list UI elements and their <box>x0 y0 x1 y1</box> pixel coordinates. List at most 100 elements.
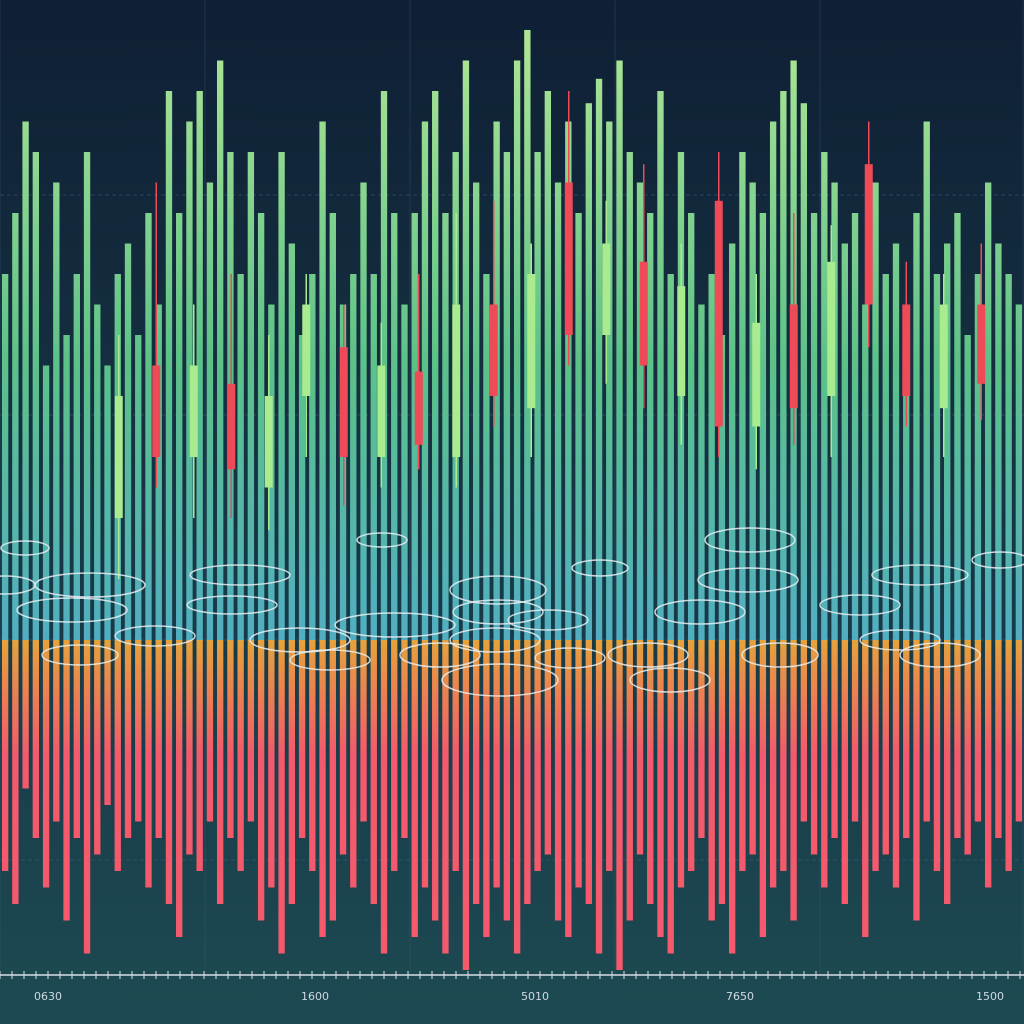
down-bar <box>472 640 480 904</box>
up-bar <box>1015 304 1023 640</box>
up-bar <box>872 182 879 640</box>
down-bar <box>913 640 920 921</box>
up-bar <box>923 121 930 640</box>
down-bar <box>298 640 306 838</box>
down-bar <box>268 640 275 888</box>
down-bar <box>22 640 29 789</box>
down-bar <box>421 640 429 888</box>
ring <box>114 625 196 647</box>
up-bar <box>411 213 418 640</box>
up-bar <box>780 91 787 640</box>
up-bar <box>472 182 480 640</box>
ring <box>16 597 128 623</box>
down-bar <box>145 640 152 888</box>
candle-body <box>977 304 986 384</box>
ring <box>41 644 119 666</box>
ring <box>507 609 589 631</box>
up-bar <box>698 304 705 640</box>
up-bar <box>176 213 183 640</box>
down-bar <box>636 640 644 855</box>
down-bar <box>821 640 828 888</box>
up-bar <box>964 335 971 640</box>
down-bar <box>339 640 347 855</box>
down-bar <box>903 640 910 838</box>
up-bar <box>728 243 736 640</box>
down-bar <box>923 640 930 822</box>
down-bar <box>657 640 664 937</box>
up-bar <box>688 213 695 640</box>
up-bar <box>913 213 920 640</box>
ring <box>571 559 629 577</box>
down-bar <box>1 640 9 871</box>
ring <box>607 642 689 668</box>
down-bar <box>227 640 234 838</box>
up-bar <box>22 121 29 640</box>
down-bar <box>831 640 838 838</box>
up-bar <box>104 365 111 640</box>
candle-body <box>452 304 461 457</box>
ring <box>334 612 456 638</box>
up-bar <box>759 213 767 640</box>
down-bar <box>63 640 70 921</box>
down-bar <box>411 640 418 937</box>
down-bar <box>186 640 193 855</box>
down-bar <box>370 640 377 904</box>
x-axis: 0630 1600 5010 7650 1500 <box>0 971 1024 1003</box>
up-bar <box>995 243 1002 640</box>
down-bar <box>739 640 746 871</box>
candle-body <box>527 274 536 409</box>
up-bar <box>145 213 152 640</box>
up-bar <box>1005 274 1012 640</box>
up-bar <box>565 121 572 640</box>
ring <box>452 599 544 625</box>
down-bar <box>104 640 111 805</box>
up-bar <box>237 274 244 640</box>
down-bar <box>995 640 1002 838</box>
up-bar <box>800 103 808 640</box>
down-bar <box>841 640 848 904</box>
down-bar <box>1005 640 1012 871</box>
candle-body <box>227 383 236 470</box>
candle-body <box>377 365 386 457</box>
ring <box>0 540 50 556</box>
down-bar <box>524 640 531 904</box>
x-tick-label: 7650 <box>726 990 754 1003</box>
up-bar <box>544 91 552 640</box>
ring <box>819 594 901 616</box>
candle-body <box>302 304 311 396</box>
down-bar <box>575 640 582 888</box>
ring <box>449 575 547 605</box>
ring <box>741 642 819 668</box>
down-bar <box>698 640 705 838</box>
ring <box>356 532 408 548</box>
down-bar <box>135 640 142 822</box>
down-bar <box>462 640 470 970</box>
up-bar <box>360 182 367 640</box>
ring <box>186 595 278 615</box>
up-bar <box>391 213 398 640</box>
up-bar <box>718 335 726 640</box>
down-bar <box>585 640 592 904</box>
down-bar <box>780 640 787 871</box>
down-bar <box>12 640 19 904</box>
up-bar <box>769 121 777 640</box>
up-bar <box>32 152 40 640</box>
up-bar <box>513 60 521 640</box>
up-bar <box>329 213 336 640</box>
up-bar <box>42 365 50 640</box>
candle-body <box>489 304 498 396</box>
down-bar <box>595 640 603 954</box>
up-bar <box>657 91 664 640</box>
candle-body <box>827 261 836 396</box>
up-bar <box>534 152 541 640</box>
up-bar <box>882 274 889 640</box>
down-bar <box>534 640 541 871</box>
down-bar <box>984 640 992 888</box>
up-bar <box>841 243 848 640</box>
down-bar <box>769 640 777 888</box>
down-bar <box>350 640 357 888</box>
candle-body <box>564 182 573 335</box>
down-bar <box>810 640 818 855</box>
down-bar <box>329 640 336 921</box>
down-bar <box>626 640 633 921</box>
